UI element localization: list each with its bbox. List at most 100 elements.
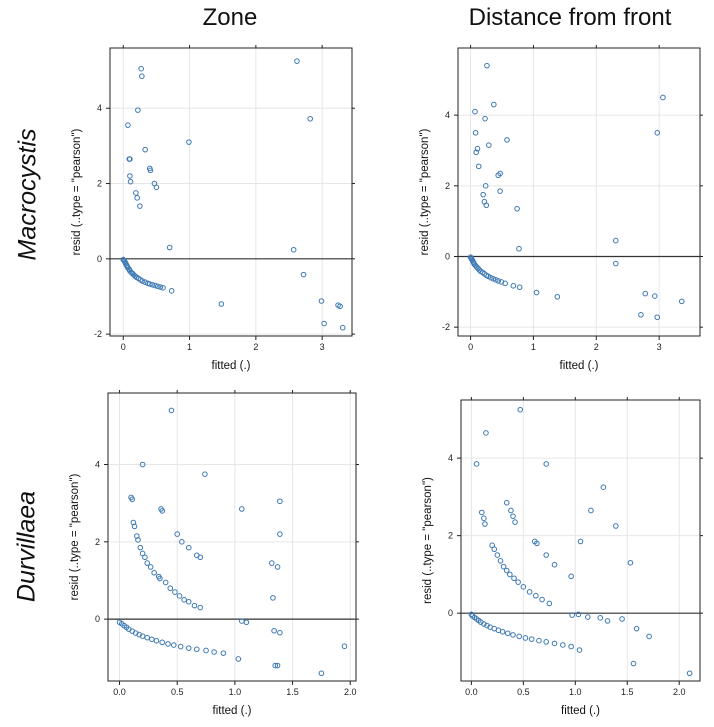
x-tick-label: 3 <box>320 342 325 352</box>
data-point <box>142 279 148 285</box>
data-point <box>159 639 166 646</box>
x-tick-label: 2.0 <box>673 687 686 697</box>
y-tick-label: 2 <box>445 181 450 191</box>
data-point <box>176 593 183 599</box>
y-tick-label: 2 <box>448 531 453 541</box>
data-point <box>654 130 661 136</box>
data-point <box>510 632 516 638</box>
data-point <box>612 260 619 267</box>
data-point <box>179 539 185 545</box>
data-point <box>604 618 611 624</box>
data-point <box>486 142 492 148</box>
data-point <box>185 544 192 551</box>
data-point <box>321 320 327 327</box>
data-point <box>160 285 166 291</box>
y-tick-label: 0 <box>95 614 100 624</box>
x-tick-label: 2 <box>253 342 258 352</box>
data-point <box>588 507 594 514</box>
data-point <box>142 554 148 561</box>
data-point <box>270 595 276 601</box>
data-point <box>168 288 175 294</box>
data-point <box>139 73 145 80</box>
data-point <box>619 616 625 622</box>
data-point <box>576 647 583 653</box>
data-point <box>490 275 497 282</box>
data-point <box>534 540 540 547</box>
data-point <box>277 498 283 505</box>
data-point <box>202 471 208 477</box>
data-point <box>502 280 508 287</box>
data-point <box>473 461 480 467</box>
data-point <box>478 509 485 516</box>
data-point <box>507 571 513 578</box>
data-point <box>149 636 155 643</box>
data-point <box>177 643 184 650</box>
data-point <box>678 298 685 305</box>
data-point <box>166 244 173 251</box>
data-point <box>203 647 209 654</box>
data-point <box>584 614 591 620</box>
y-tick-label: 0 <box>97 254 102 264</box>
data-point <box>546 600 553 607</box>
data-point <box>660 94 666 101</box>
data-point <box>600 484 607 491</box>
data-point <box>271 627 277 634</box>
data-point <box>165 641 171 647</box>
data-point <box>480 191 486 198</box>
data-point <box>504 630 511 637</box>
x-axis-label: fitted (.) <box>561 705 600 717</box>
data-point <box>686 670 693 677</box>
x-tick-label: 1.5 <box>621 687 634 697</box>
data-point <box>642 290 649 297</box>
data-point <box>497 558 504 564</box>
data-point <box>185 598 192 605</box>
data-point <box>127 178 134 185</box>
data-point <box>543 552 550 558</box>
data-point <box>127 173 133 179</box>
data-point <box>551 640 558 647</box>
data-point <box>612 237 619 244</box>
x-tick-label: 3 <box>657 342 662 352</box>
y-tick-label: 2 <box>95 537 100 547</box>
data-point <box>514 205 520 212</box>
data-point <box>522 635 529 641</box>
data-point <box>528 636 535 642</box>
data-point <box>575 611 582 618</box>
data-point <box>167 585 174 592</box>
plot-frame <box>109 47 353 337</box>
data-point <box>197 554 204 561</box>
data-point <box>510 283 517 289</box>
y-tick-label: 0 <box>445 251 450 261</box>
plot-frame <box>457 47 701 337</box>
data-point <box>152 282 158 289</box>
data-point <box>482 115 488 122</box>
data-point <box>139 278 146 284</box>
data-point <box>539 596 545 603</box>
data-point <box>487 274 494 281</box>
column-title-zone: Zone <box>202 4 258 31</box>
x-tick-label: 1 <box>531 342 536 352</box>
data-point <box>277 531 283 537</box>
data-point <box>131 523 138 530</box>
data-point <box>516 284 523 291</box>
data-point <box>492 277 499 283</box>
x-axis-label: fitted (.) <box>213 705 252 717</box>
data-point <box>491 101 497 108</box>
data-point <box>168 407 175 414</box>
data-point <box>239 506 245 512</box>
data-point <box>500 563 507 570</box>
data-point <box>633 625 640 632</box>
data-point <box>272 662 279 669</box>
plot-frame <box>107 392 357 682</box>
data-point <box>491 546 498 553</box>
data-point <box>551 561 558 568</box>
data-point <box>568 643 574 650</box>
data-point <box>172 589 178 595</box>
data-point <box>339 324 346 331</box>
data-point <box>543 461 550 467</box>
data-point <box>144 634 151 641</box>
data-point <box>135 537 141 543</box>
data-point <box>307 115 314 122</box>
data-point <box>185 645 192 651</box>
